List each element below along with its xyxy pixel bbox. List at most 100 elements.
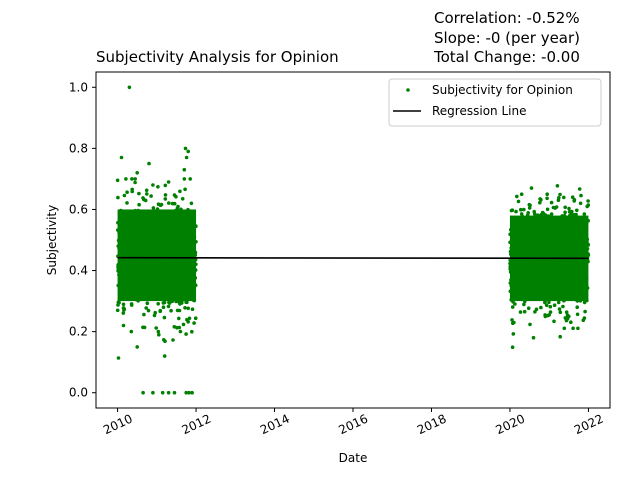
scatter-point xyxy=(569,219,574,224)
scatter-point xyxy=(563,275,568,280)
scatter-point xyxy=(510,216,514,220)
scatter-point xyxy=(187,216,192,221)
scatter-point xyxy=(127,242,132,246)
scatter-point xyxy=(115,308,120,313)
scatter-point xyxy=(178,274,183,278)
scatter-point xyxy=(570,273,574,278)
scatter-point xyxy=(172,193,177,197)
scatter-point xyxy=(136,293,141,298)
scatter-point xyxy=(186,274,191,279)
scatter-point xyxy=(520,269,524,273)
scatter-point xyxy=(164,268,168,273)
scatter-point xyxy=(554,223,558,228)
scatter-point xyxy=(530,231,535,236)
scatter-point xyxy=(584,235,588,239)
scatter-point xyxy=(558,334,562,339)
scatter-point xyxy=(515,247,519,251)
scatter-point xyxy=(520,237,525,242)
scatter-point xyxy=(128,265,133,269)
scatter-point xyxy=(145,251,149,255)
scatter-point xyxy=(563,284,567,288)
scatter-point xyxy=(582,261,587,266)
scatter-point xyxy=(158,218,162,222)
scatter-point xyxy=(563,219,567,223)
scatter-point xyxy=(176,242,181,246)
scatter-point xyxy=(512,243,516,247)
scatter-point xyxy=(575,229,580,233)
scatter-point xyxy=(174,214,178,218)
scatter-point xyxy=(178,219,182,224)
scatter-point xyxy=(161,251,165,256)
scatter-point xyxy=(557,216,561,221)
scatter-point xyxy=(542,295,546,300)
scatter-point xyxy=(115,178,120,183)
scatter-point xyxy=(562,326,567,331)
plot-area xyxy=(115,85,591,395)
scatter-point xyxy=(571,240,575,245)
scatter-point xyxy=(123,215,127,220)
scatter-point-outlier xyxy=(529,186,534,190)
scatter-point xyxy=(186,207,190,212)
scatter-point xyxy=(536,213,540,217)
scatter-point xyxy=(174,260,179,265)
scatter-point xyxy=(511,282,516,286)
scatter-point xyxy=(514,229,518,234)
scatter-point xyxy=(190,245,194,249)
scatter-point xyxy=(586,243,591,247)
scatter-point xyxy=(118,234,122,238)
scatter-point xyxy=(530,271,534,276)
scatter-point xyxy=(578,277,583,282)
scatter-point xyxy=(117,273,121,277)
scatter-point xyxy=(546,285,551,289)
scatter-point xyxy=(549,286,554,290)
scatter-point xyxy=(582,270,586,275)
scatter-point xyxy=(574,212,578,217)
scatter-point xyxy=(573,282,578,286)
scatter-point xyxy=(165,265,169,270)
scatter-point xyxy=(516,199,521,204)
scatter-point xyxy=(185,244,190,248)
scatter-point xyxy=(518,251,523,256)
scatter-point xyxy=(169,213,173,217)
scatter-point xyxy=(124,267,128,272)
scatter-point-outlier xyxy=(160,390,165,395)
scatter-point xyxy=(512,296,516,300)
scatter-point xyxy=(116,195,120,200)
y-tick-label: 0.0 xyxy=(69,386,88,400)
scatter-point xyxy=(567,247,571,252)
scatter-point xyxy=(153,249,158,254)
scatter-point xyxy=(539,229,544,234)
regression-line xyxy=(117,256,589,260)
scatter-point xyxy=(533,310,537,314)
scatter-point xyxy=(144,292,149,296)
scatter-point xyxy=(586,199,590,203)
scatter-point xyxy=(183,306,187,310)
scatter-point xyxy=(121,263,126,267)
scatter-point xyxy=(154,225,158,229)
scatter-point xyxy=(519,212,524,216)
scatter-point xyxy=(541,283,546,288)
scatter-point xyxy=(175,325,179,330)
scatter-point xyxy=(149,242,154,247)
scatter-point xyxy=(548,237,552,241)
scatter-point xyxy=(181,262,186,267)
scatter-point xyxy=(148,258,152,262)
scatter-point xyxy=(180,292,184,297)
scatter-point xyxy=(141,325,145,330)
scatter-point xyxy=(557,274,562,278)
scatter-point-outlier xyxy=(190,390,194,395)
scatter-point xyxy=(528,245,532,249)
scatter-point xyxy=(508,281,513,285)
scatter-point xyxy=(533,279,537,283)
scatter-point xyxy=(551,253,556,258)
scatter-point xyxy=(185,279,190,283)
scatter-point xyxy=(569,211,573,216)
scatter-point xyxy=(574,241,578,246)
scatter-point xyxy=(178,189,182,194)
stats-slope: Slope: -0 (per year) xyxy=(434,29,580,47)
scatter-point xyxy=(532,260,537,264)
scatter-point xyxy=(147,286,151,291)
scatter-point xyxy=(124,212,128,216)
scatter-point xyxy=(575,208,579,213)
scatter-point xyxy=(116,356,121,360)
